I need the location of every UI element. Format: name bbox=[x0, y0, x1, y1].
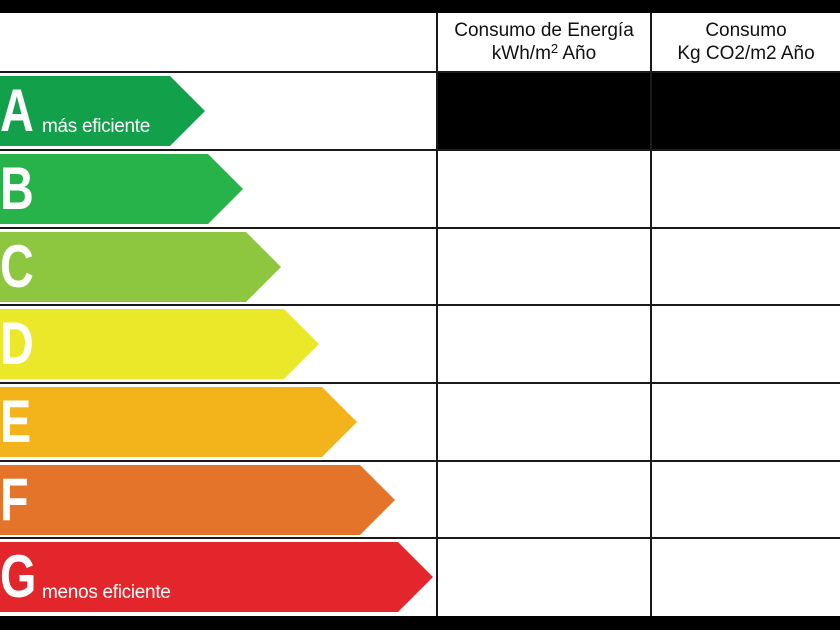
column-divider bbox=[650, 13, 652, 616]
band-arrow-c bbox=[0, 232, 281, 302]
co2-header-line1: Consumo bbox=[705, 20, 787, 41]
band-arrow-g bbox=[0, 542, 433, 612]
band-arrow-a bbox=[0, 76, 205, 146]
column-divider bbox=[436, 13, 438, 616]
band-caption: menos eficiente bbox=[42, 582, 171, 603]
band-arrow-e bbox=[0, 387, 357, 457]
row-divider bbox=[0, 382, 840, 384]
energy-unit-exponent: 2 bbox=[550, 41, 559, 56]
row-divider bbox=[0, 71, 840, 73]
energy-header-line2: kWh/m2 Año bbox=[492, 42, 596, 65]
band-letter: A bbox=[0, 77, 34, 144]
band-letter: G bbox=[0, 543, 37, 610]
band-letter: B bbox=[0, 155, 34, 222]
energy-header-line1: Consumo de Energía bbox=[454, 20, 634, 41]
energy-consumption-header: Consumo de Energía kWh/m2 Año bbox=[438, 13, 650, 71]
energy-value-cell-a bbox=[438, 73, 650, 149]
energy-unit: kWh/m bbox=[491, 43, 551, 64]
band-letter: F bbox=[0, 466, 29, 533]
co2-value-cell-a bbox=[652, 73, 840, 149]
band-letter: C bbox=[0, 233, 34, 300]
row-divider bbox=[0, 227, 840, 229]
row-divider bbox=[0, 304, 840, 306]
co2-header-line2: Kg CO2/m2 Año bbox=[677, 43, 815, 64]
row-divider bbox=[0, 460, 840, 462]
band-letter: E bbox=[0, 388, 32, 455]
row-divider bbox=[0, 537, 840, 539]
band-e: E bbox=[0, 387, 357, 457]
rating-grid: Consumo de Energía kWh/m2 Año Consumo Kg… bbox=[0, 13, 840, 616]
band-c: C bbox=[0, 232, 281, 302]
energy-unit-period: Año bbox=[558, 43, 597, 64]
energy-label: Consumo de Energía kWh/m2 Año Consumo Kg… bbox=[0, 13, 840, 616]
band-caption: más eficiente bbox=[42, 116, 151, 137]
band-d: D bbox=[0, 309, 319, 379]
band-arrow-f bbox=[0, 465, 395, 535]
band-f: F bbox=[0, 465, 395, 535]
co2-emissions-header: Consumo Kg CO2/m2 Año bbox=[652, 13, 840, 71]
band-arrow-b bbox=[0, 154, 243, 224]
row-divider bbox=[0, 149, 840, 151]
band-arrow-d bbox=[0, 309, 319, 379]
band-b: B bbox=[0, 154, 243, 224]
band-letter: D bbox=[0, 310, 34, 377]
